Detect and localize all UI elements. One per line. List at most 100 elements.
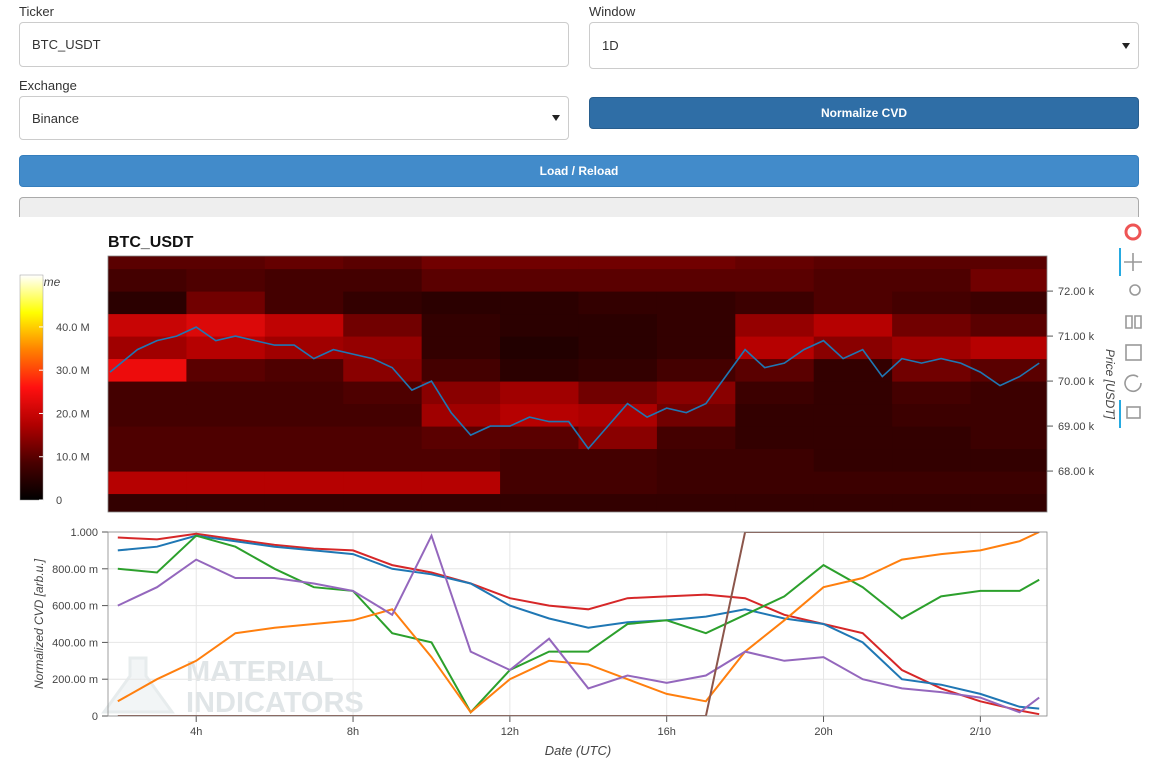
heatmap-cell — [500, 336, 579, 360]
heatmap-cell — [264, 426, 344, 450]
zoom-tool[interactable] — [1129, 284, 1141, 296]
heatmap-cell — [578, 336, 658, 360]
heatmap-cell — [578, 381, 658, 405]
heatmap-cell — [186, 291, 266, 315]
heatmap-cell — [264, 336, 344, 360]
ticker-input[interactable]: BTC_USDT — [19, 22, 569, 67]
heatmap-cell — [108, 358, 187, 382]
normalize-button[interactable]: Normalize CVD — [589, 97, 1139, 129]
heatmap-cell — [264, 403, 344, 427]
heatmap-cell — [970, 471, 1047, 495]
heatmap-cell — [813, 403, 893, 427]
heatmap-cell — [421, 426, 501, 450]
heatmap-cell — [735, 358, 815, 382]
heatmap-cell — [186, 336, 266, 360]
colorbar-tick-label: 40.0 M — [56, 322, 90, 334]
heatmap-cell — [578, 448, 658, 472]
x-tick-label: 8h — [347, 726, 359, 738]
heatmap-cell — [970, 358, 1047, 382]
plot-frame — [107, 531, 1048, 717]
heatmap-cell — [813, 426, 893, 450]
window-select[interactable]: 1D — [589, 22, 1139, 69]
heatmap-cell — [500, 268, 579, 292]
heatmap-cell — [186, 426, 266, 450]
heatmap-cell — [892, 256, 972, 270]
y-tick-label: 70.00 k — [1058, 376, 1095, 388]
colorbar-tick-label: 30.0 M — [56, 365, 90, 377]
heatmap-cell — [343, 358, 423, 382]
heatmap-cell — [813, 471, 893, 495]
exchange-select[interactable]: Binance — [19, 96, 569, 140]
heatmap-cell — [108, 313, 187, 337]
ticker-value: BTC_USDT — [32, 37, 101, 52]
heatmap — [108, 256, 1047, 512]
y-tick-label: 71.00 k — [1058, 331, 1095, 343]
heatmap-cell — [500, 493, 579, 512]
heatmap-cell — [735, 268, 815, 292]
heatmap-cell — [108, 471, 187, 495]
heatmap-cell — [500, 256, 579, 270]
heatmap-cell — [735, 403, 815, 427]
y-tick-label: 600.00 m — [52, 601, 98, 613]
y-tick-label: 200.00 m — [52, 674, 98, 686]
heatmap-cell — [264, 291, 344, 315]
y-tick-label: 68.00 k — [1058, 466, 1095, 478]
heatmap-cell — [500, 426, 579, 450]
x-axis-title: Date (UTC) — [545, 743, 611, 758]
logo[interactable] — [1124, 223, 1142, 241]
heatmap-cell — [343, 426, 423, 450]
heatmap-cell — [421, 493, 501, 512]
heatmap-cell — [264, 493, 344, 512]
toolbar — [1119, 223, 1142, 428]
heatmap-cell — [186, 403, 266, 427]
heatmap-cell — [970, 381, 1047, 405]
watermark-text: MATERIAL — [186, 656, 334, 688]
wheel-zoom-tool[interactable] — [1125, 315, 1142, 329]
heatmap-cell — [264, 471, 344, 495]
y-tick-label: 0 — [92, 711, 98, 723]
heatmap-cell — [892, 493, 972, 512]
heatmap-cell — [892, 381, 972, 405]
y-axis-title: Price [USDT] — [1103, 349, 1117, 420]
y-tick-label: 1.000 — [70, 527, 98, 539]
exchange-value: Binance — [32, 110, 79, 126]
colorbar-tick-label: 10.0 M — [56, 452, 90, 464]
heatmap-cell — [735, 313, 815, 337]
heatmap-cell — [656, 291, 736, 315]
exchange-label: Exchange — [19, 78, 77, 93]
heatmap-cell — [656, 471, 736, 495]
heatmap-cell — [735, 471, 815, 495]
heatmap-cell — [108, 336, 187, 360]
y-tick-label: 800.00 m — [52, 564, 98, 576]
heatmap-cell — [343, 471, 423, 495]
heatmap-cell — [500, 291, 579, 315]
cvd-line — [117, 532, 1040, 716]
reset-tool[interactable] — [1124, 374, 1142, 393]
heatmap-cell — [108, 256, 187, 270]
watermark-text: INDICATORS — [186, 687, 364, 719]
heatmap-cell — [108, 448, 187, 472]
heatmap-cell — [656, 358, 736, 382]
heatmap-cell — [264, 358, 344, 382]
y-tick-label: 400.00 m — [52, 637, 98, 649]
heatmap-cell — [578, 426, 658, 450]
heatmap-cell — [892, 426, 972, 450]
heatmap-cell — [500, 403, 579, 427]
progress-bar — [19, 197, 1139, 217]
y-axis-title: Normalized CVD [arb.u.] — [32, 558, 46, 689]
save-tool[interactable] — [1125, 344, 1142, 361]
heatmap-cell — [735, 426, 815, 450]
heatmap-cell — [108, 268, 187, 292]
caret — [552, 115, 560, 121]
heatmap-cell — [970, 493, 1047, 512]
load-button[interactable]: Load / Reload — [19, 155, 1139, 187]
pan-tool[interactable] — [1124, 253, 1142, 271]
heatmap-cell — [656, 493, 736, 512]
heatmap-cell — [813, 336, 893, 360]
watermark: MATERIAL INDICATORS — [101, 656, 364, 719]
heatmap-cell — [343, 291, 423, 315]
hover-tool[interactable] — [1126, 406, 1141, 419]
heatmap-cell — [108, 291, 187, 315]
heatmap-cell — [264, 313, 344, 337]
